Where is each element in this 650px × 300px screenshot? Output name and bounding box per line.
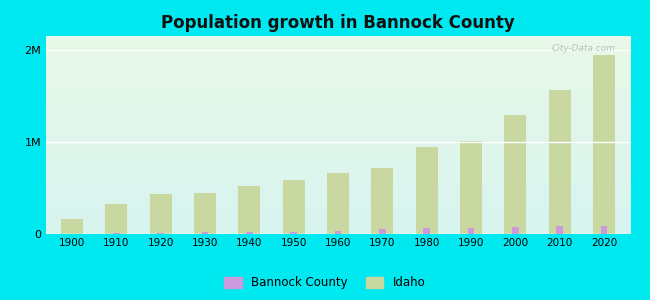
Bar [157,232,164,234]
Bar [556,226,563,234]
Bar [327,172,349,234]
Bar [113,233,120,234]
Text: City-Data.com: City-Data.com [552,44,616,53]
Bar [512,227,519,234]
Bar [194,193,216,234]
Bar [593,56,615,234]
Bar [246,232,253,234]
Bar [291,232,297,234]
Bar [283,180,305,234]
Legend: Bannock County, Idaho: Bannock County, Idaho [220,272,430,294]
Bar [415,147,437,234]
Bar [549,90,571,234]
Bar [239,186,261,234]
Bar [423,228,430,234]
Bar [61,219,83,234]
Bar [601,226,607,234]
Title: Population growth in Bannock County: Population growth in Bannock County [161,14,515,32]
Bar [202,232,209,234]
Bar [460,141,482,234]
Bar [467,228,474,234]
Bar [335,231,341,234]
Bar [371,168,393,234]
Bar [150,194,172,234]
Bar [379,229,385,234]
Bar [504,115,526,234]
Bar [105,204,127,234]
